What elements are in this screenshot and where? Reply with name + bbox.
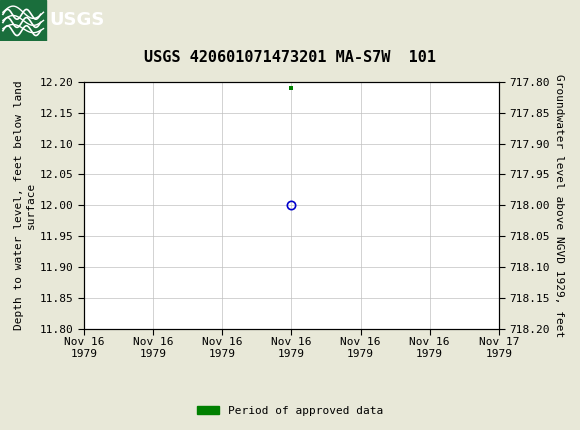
Y-axis label: Groundwater level above NGVD 1929, feet: Groundwater level above NGVD 1929, feet bbox=[554, 74, 564, 337]
Bar bbox=[0, 0, 46, 41]
Legend: Period of approved data: Period of approved data bbox=[193, 401, 387, 420]
Text: USGS: USGS bbox=[49, 12, 104, 29]
Text: USGS 420601071473201 MA-S7W  101: USGS 420601071473201 MA-S7W 101 bbox=[144, 49, 436, 64]
Y-axis label: Depth to water level, feet below land
surface: Depth to water level, feet below land su… bbox=[14, 80, 36, 330]
